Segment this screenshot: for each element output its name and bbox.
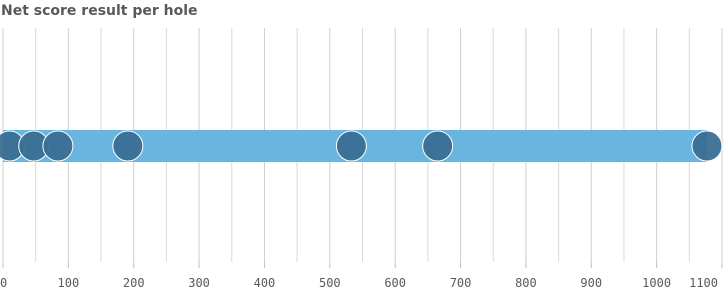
x-tick-label: 1100 <box>689 276 718 290</box>
x-tick-label: 400 <box>254 276 276 290</box>
x-tick-label: 200 <box>123 276 145 290</box>
x-tick-label: 0 <box>0 276 7 290</box>
point <box>691 130 723 162</box>
point <box>422 130 454 162</box>
point <box>112 130 144 162</box>
x-tick-label: 1000 <box>642 276 671 290</box>
point <box>335 130 367 162</box>
chart-title: Net score result per hole <box>1 3 198 19</box>
x-tick-label: 300 <box>188 276 210 290</box>
x-tick-label: 800 <box>515 276 537 290</box>
x-tick-label: 100 <box>58 276 80 290</box>
x-tick-label: 600 <box>384 276 406 290</box>
point <box>42 130 74 162</box>
x-tick-label: 900 <box>580 276 602 290</box>
x-tick-label: 700 <box>450 276 472 290</box>
x-tick-label: 500 <box>319 276 341 290</box>
